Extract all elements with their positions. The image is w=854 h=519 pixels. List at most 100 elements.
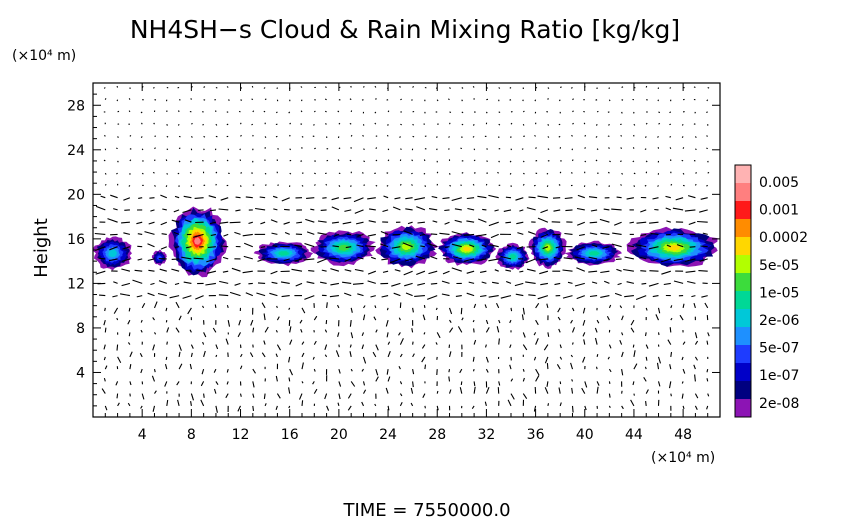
wind-arrow	[582, 332, 586, 337]
wind-arrow	[338, 368, 341, 374]
wind-arrow	[298, 393, 303, 400]
wind-arrow	[522, 99, 524, 102]
wind-arrow	[412, 353, 415, 358]
wind-arrow	[526, 268, 536, 272]
wind-arrow	[275, 329, 278, 333]
wind-arrow	[165, 356, 168, 361]
wind-arrow	[424, 405, 426, 409]
wind-arrow	[175, 301, 180, 309]
wind-arrow	[271, 281, 278, 284]
wind-arrow	[404, 258, 413, 262]
wind-arrow	[301, 341, 305, 345]
wind-arrow	[623, 268, 634, 272]
wind-arrow	[333, 233, 340, 237]
wind-arrow	[509, 160, 512, 163]
wind-arrow	[475, 233, 487, 237]
wind-arrow	[564, 197, 573, 200]
wind-arrow	[385, 387, 389, 394]
wind-arrow	[152, 171, 155, 174]
wind-arrow	[178, 147, 181, 150]
wind-arrow	[214, 148, 217, 151]
wind-arrow	[571, 405, 574, 413]
wind-arrow	[363, 160, 366, 163]
wind-arrow	[238, 319, 242, 326]
cloud-contour	[338, 244, 350, 251]
wind-arrow	[543, 344, 549, 351]
wind-arrow	[400, 98, 402, 101]
wind-arrow	[122, 246, 131, 250]
wind-arrow	[411, 159, 414, 162]
wind-arrow	[324, 123, 327, 125]
wind-arrow	[620, 134, 623, 137]
wind-arrow	[222, 270, 229, 273]
wind-arrow	[338, 381, 342, 387]
wind-arrow	[694, 148, 697, 151]
wind-arrow	[242, 270, 253, 274]
colorbar-label: 5e-05	[759, 258, 799, 274]
wind-arrow	[537, 195, 548, 199]
wind-arrow	[429, 208, 438, 211]
wind-arrow	[697, 220, 708, 223]
wind-arrow	[121, 221, 130, 224]
wind-arrow	[490, 233, 499, 239]
wind-arrow	[619, 305, 623, 309]
wind-arrow	[596, 386, 599, 394]
wind-arrow	[473, 381, 476, 386]
wind-arrow	[484, 401, 487, 407]
wind-arrow	[589, 232, 598, 235]
wind-arrow	[466, 292, 475, 297]
wind-arrow	[522, 344, 528, 351]
wind-arrow	[264, 98, 267, 101]
wind-arrow	[535, 338, 539, 345]
wind-arrow	[574, 282, 585, 287]
wind-arrow	[165, 159, 168, 162]
wind-arrow	[505, 269, 512, 272]
wind-arrow	[509, 364, 512, 370]
wind-arrow	[706, 340, 709, 345]
wind-arrow	[546, 303, 549, 309]
wind-arrow	[621, 405, 624, 410]
wind-arrow	[629, 221, 634, 224]
wind-arrow	[275, 405, 278, 410]
wind-arrow	[308, 270, 315, 272]
wind-arrow	[546, 185, 549, 188]
colorbar-label: 1e-05	[759, 285, 799, 301]
wind-arrow	[219, 221, 229, 224]
wind-arrow	[239, 393, 242, 397]
wind-arrow	[350, 307, 353, 313]
wind-arrow	[657, 356, 662, 364]
wind-arrow	[153, 122, 155, 125]
wind-arrow	[667, 339, 672, 345]
wind-arrow	[243, 242, 254, 248]
wind-arrow	[448, 389, 452, 394]
wind-arrow	[317, 232, 327, 235]
wind-arrow	[608, 405, 611, 408]
wind-arrow	[166, 135, 169, 138]
wind-arrow	[645, 136, 647, 138]
wind-arrow	[101, 388, 106, 394]
wind-arrow	[116, 172, 118, 175]
wind-arrow	[616, 268, 622, 272]
wind-arrow	[203, 135, 206, 138]
wind-arrow	[558, 99, 561, 102]
wind-arrow	[404, 282, 413, 287]
wind-arrow	[251, 123, 254, 126]
wind-arrow	[546, 363, 549, 370]
wind-arrow	[472, 135, 475, 138]
wind-arrow	[317, 258, 327, 264]
wind-arrow	[324, 354, 328, 358]
wind-arrow	[263, 110, 266, 113]
wind-arrow	[240, 353, 243, 358]
wind-arrow	[314, 172, 316, 175]
wind-arrow	[306, 281, 315, 284]
wind-arrow	[350, 381, 356, 387]
wind-arrow	[226, 86, 229, 88]
wind-arrow	[600, 232, 610, 235]
wind-arrow	[699, 258, 708, 262]
wind-arrow	[342, 221, 352, 225]
wind-arrow	[590, 209, 598, 212]
wind-arrow	[227, 319, 231, 327]
wind-arrow	[516, 221, 524, 225]
wind-arrow	[669, 147, 672, 149]
wind-arrow	[584, 147, 586, 149]
